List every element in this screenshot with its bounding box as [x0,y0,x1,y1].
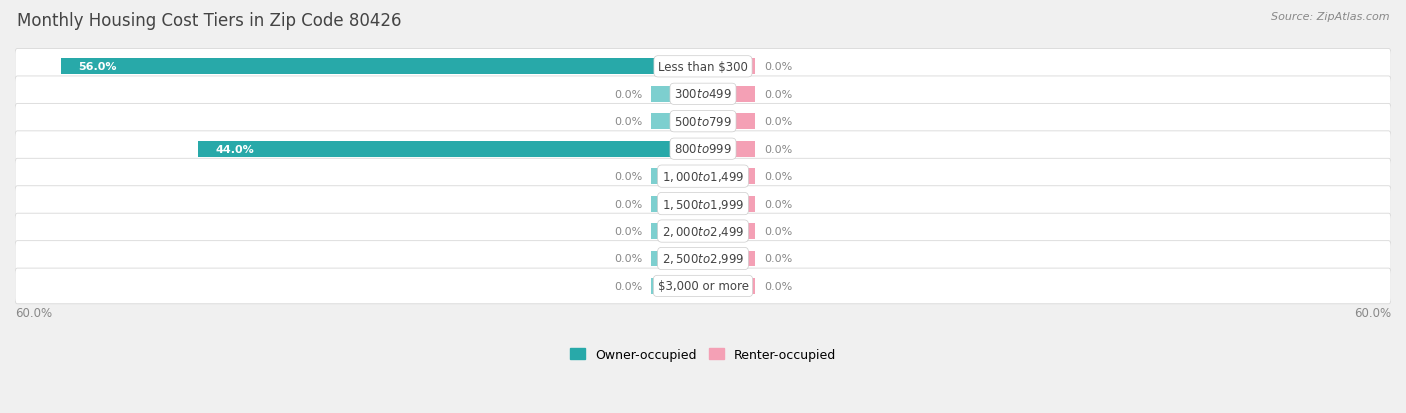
Text: 0.0%: 0.0% [763,62,792,72]
Text: Monthly Housing Cost Tiers in Zip Code 80426: Monthly Housing Cost Tiers in Zip Code 8… [17,12,401,30]
Bar [651,251,703,267]
Bar [703,141,755,157]
Bar [651,114,703,130]
Text: 44.0%: 44.0% [215,144,254,154]
Bar [651,169,703,185]
Bar [60,59,703,75]
Text: 0.0%: 0.0% [763,90,792,100]
Bar [703,87,755,102]
Text: 60.0%: 60.0% [15,306,52,319]
Text: 0.0%: 0.0% [614,117,643,127]
Bar [651,87,703,102]
Text: Less than $300: Less than $300 [658,61,748,74]
Text: 56.0%: 56.0% [79,62,117,72]
Bar [651,223,703,240]
Text: 0.0%: 0.0% [763,281,792,291]
Text: $1,000 to $1,499: $1,000 to $1,499 [662,170,744,184]
Text: $2,500 to $2,999: $2,500 to $2,999 [662,252,744,266]
Text: 60.0%: 60.0% [1354,306,1391,319]
FancyBboxPatch shape [15,268,1391,304]
FancyBboxPatch shape [15,214,1391,249]
Text: $1,500 to $1,999: $1,500 to $1,999 [662,197,744,211]
Bar [703,278,755,294]
Text: 0.0%: 0.0% [614,254,643,264]
Text: $3,000 or more: $3,000 or more [658,280,748,293]
Text: 0.0%: 0.0% [763,199,792,209]
Bar [198,141,703,157]
Bar [651,196,703,212]
FancyBboxPatch shape [15,50,1391,85]
FancyBboxPatch shape [15,131,1391,167]
Legend: Owner-occupied, Renter-occupied: Owner-occupied, Renter-occupied [569,348,837,361]
Text: $800 to $999: $800 to $999 [673,143,733,156]
Text: Source: ZipAtlas.com: Source: ZipAtlas.com [1271,12,1389,22]
Text: $300 to $499: $300 to $499 [673,88,733,101]
Text: 0.0%: 0.0% [763,144,792,154]
Bar [703,223,755,240]
Text: 0.0%: 0.0% [763,172,792,182]
FancyBboxPatch shape [15,241,1391,277]
Text: $500 to $799: $500 to $799 [673,116,733,128]
Bar [651,278,703,294]
Bar [703,59,755,75]
Text: 0.0%: 0.0% [763,117,792,127]
Bar [703,114,755,130]
FancyBboxPatch shape [15,159,1391,195]
Text: 0.0%: 0.0% [614,90,643,100]
Text: 0.0%: 0.0% [614,172,643,182]
Text: 0.0%: 0.0% [763,254,792,264]
Bar [703,169,755,185]
FancyBboxPatch shape [15,77,1391,112]
Bar [703,251,755,267]
Text: $2,000 to $2,499: $2,000 to $2,499 [662,225,744,238]
Text: 0.0%: 0.0% [614,226,643,237]
FancyBboxPatch shape [15,104,1391,140]
FancyBboxPatch shape [15,186,1391,222]
Text: 0.0%: 0.0% [614,199,643,209]
Bar [703,196,755,212]
Text: 0.0%: 0.0% [614,281,643,291]
Text: 0.0%: 0.0% [763,226,792,237]
